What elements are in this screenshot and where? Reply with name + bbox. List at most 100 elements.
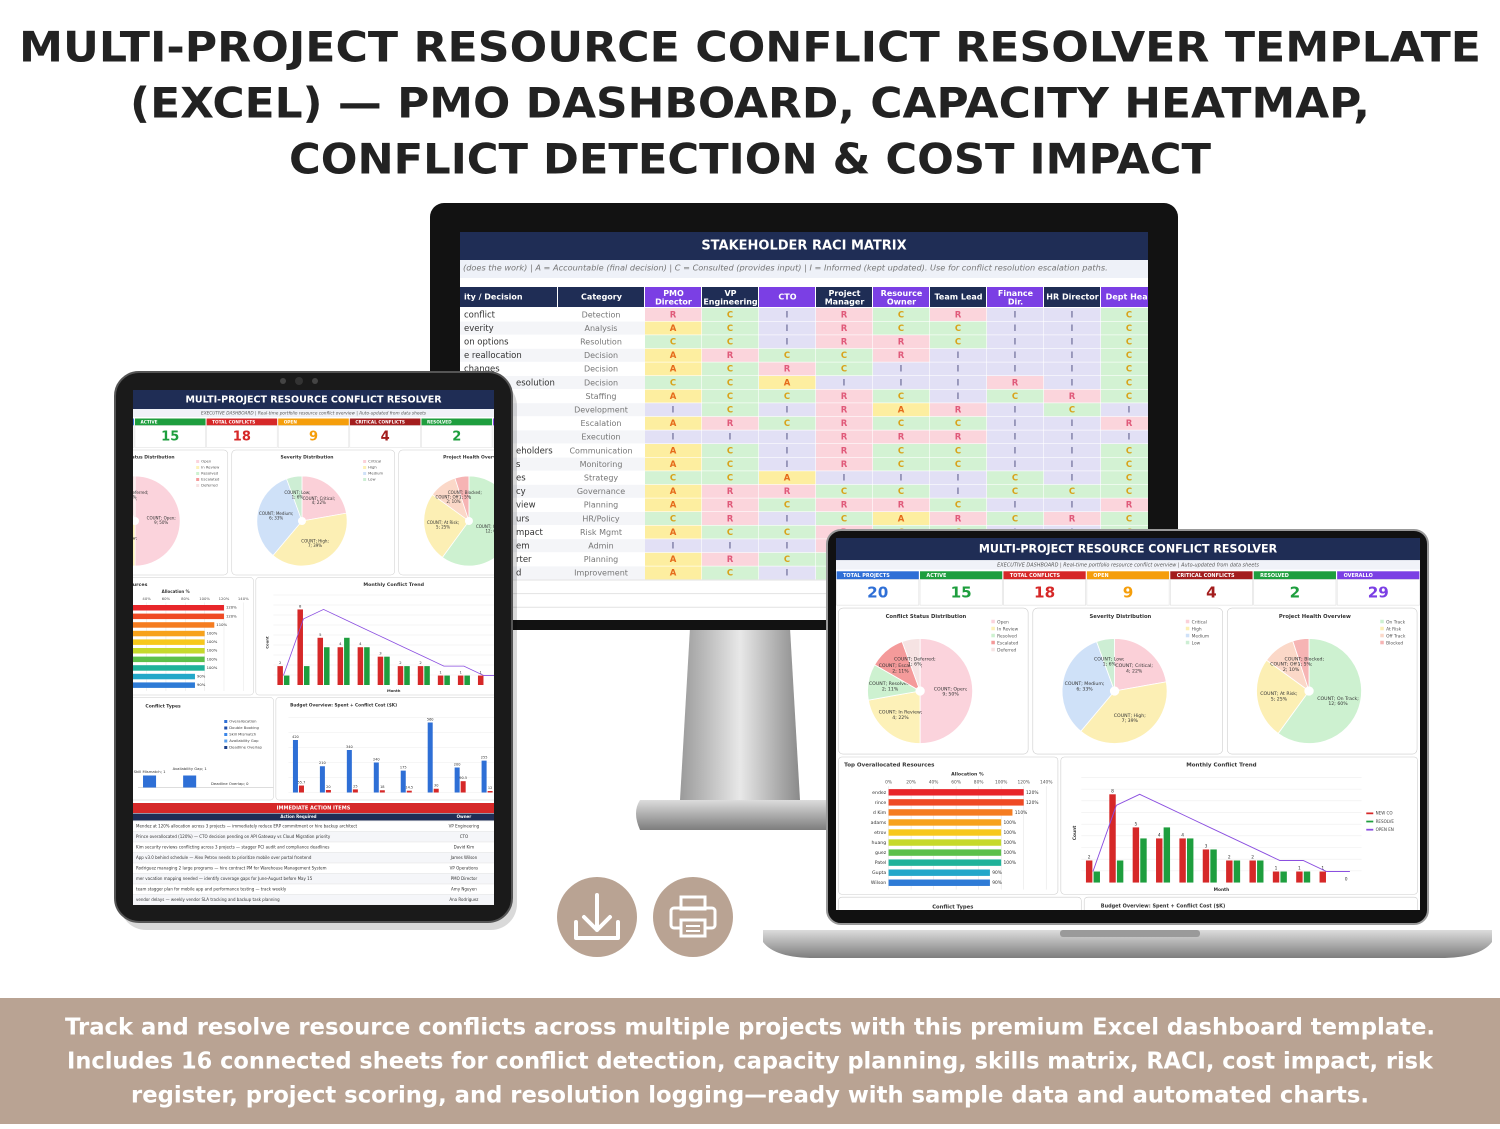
x-tick-label: 0% [885,780,892,786]
raci-letter: C [727,310,733,320]
bar [384,656,390,685]
raci-letter: C [727,528,733,538]
raci-letter: C [784,501,790,511]
raci-cell [930,376,987,389]
chart-title: Conflict Types [145,704,181,710]
legend-swatch [363,466,367,469]
value-label: 110% [216,623,227,627]
raci-letter: C [727,365,733,375]
column-header: Category [581,293,623,302]
action-text: Mendez at 120% allocation across 3 proje… [136,824,357,829]
kpi-value: 29 [1368,583,1389,601]
value-label: 1 [1275,866,1278,872]
legend-swatch [1380,619,1384,624]
legend-swatch [224,720,228,723]
pie-slice [1292,638,1310,692]
kpi-box [836,579,920,606]
raci-letter: A [898,514,905,524]
x-tick-label: 20% [906,780,916,786]
raci-letter: C [955,324,961,334]
category: Monitoring [580,460,623,469]
raci-cell [759,539,816,553]
footer-band [0,998,1500,1124]
kpi-value: 2 [452,430,461,445]
raci-cell [1101,376,1148,389]
raci-letter: A [670,501,677,511]
raci-cell [816,376,873,389]
value-label: 18 [380,785,384,789]
bar [1156,838,1163,883]
raci-cell [930,416,987,430]
legend-label: Deferred [201,484,218,488]
raci-letter: I [899,365,902,375]
laptop-dashboard: MULTI-PROJECT RESOURCE CONFLICT RESOLVER… [836,538,1420,911]
row-bg [460,308,645,321]
pie-slice [423,494,470,558]
category: Decision [584,351,618,360]
print-icon[interactable] [653,877,733,957]
pie-slice [901,638,921,692]
download-icon[interactable] [557,877,637,957]
column-header: VP Engineering [703,288,758,306]
legend-swatch [224,726,228,730]
raci-letter: C [670,338,676,348]
raci-cell [702,348,759,362]
legend-swatch [1366,812,1374,815]
raci-cell [645,321,702,335]
bar [298,785,304,793]
raci-cell [702,376,759,389]
raci-letter: I [956,351,959,361]
raci-cell [873,362,930,376]
value-label: 14.5 [405,786,413,790]
resource-name: rince [875,800,887,806]
legend-note: (does the work) | A = Accountable (final… [463,263,1108,273]
value-label: 12 [488,786,492,790]
raci-letter: R [727,501,734,511]
kpi-label: ACTIVE [140,420,157,426]
raci-letter: C [1126,324,1132,334]
column-header: Dept Head [1106,293,1154,302]
kpi-header [920,571,1003,580]
legend-label: Off Track [1386,633,1406,639]
raci-cell [987,362,1044,376]
chart-title: Conflict Types [932,905,973,911]
raci-letter: C [1012,514,1018,524]
header-cell [759,287,815,307]
value-label: 0 [1345,877,1348,883]
kpi-value: 4 [1206,583,1217,601]
raci-cell [930,321,987,335]
raci-cell [987,416,1044,430]
slice-label: COUNT; High; 7; 39% [1114,712,1146,723]
raci-letter: I [1070,310,1073,320]
raci-cell [816,308,873,321]
raci-letter: R [841,460,848,470]
raci-letter: C [955,501,961,511]
raci-cell [1101,335,1148,349]
legend-label: Overallocation [229,720,257,724]
raci-letter: I [1013,501,1016,511]
column-header: ity / Decision [464,293,523,302]
value-label: 1 [1298,866,1301,872]
bar [888,869,990,876]
raci-letter: I [785,324,788,334]
x-tick-label: 40% [142,597,151,601]
legend-label: Open [997,619,1009,625]
kpi-header [836,571,919,580]
raci-cell [759,321,816,335]
raci-letter: C [898,392,904,402]
value-label: 90% [992,870,1002,876]
raci-cell [702,389,759,403]
bar [888,839,1002,846]
raci-cell [1101,308,1148,321]
raci-cell [816,444,873,457]
value-label: 100% [1004,830,1016,836]
raci-cell [645,512,702,525]
kpi-value: 2 [1290,583,1301,601]
kpi-label: RESOLVED [427,420,452,426]
legend-label: Skill Mismatch [229,733,257,737]
value-label: 3 [379,652,382,656]
column-header: PMO Director [655,288,692,306]
kpi-header [1253,571,1336,580]
raci-cell [759,444,816,457]
